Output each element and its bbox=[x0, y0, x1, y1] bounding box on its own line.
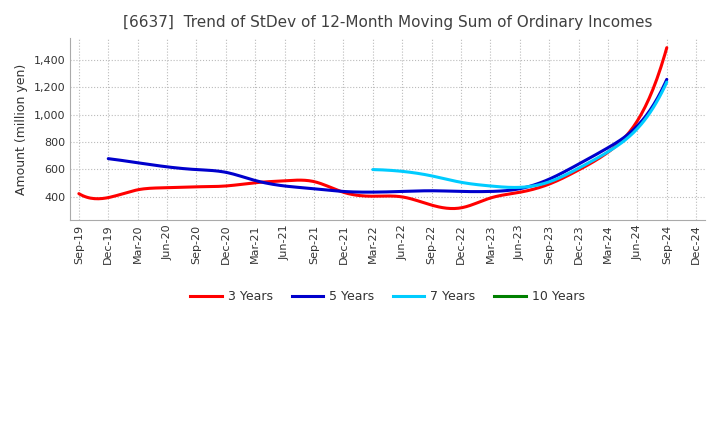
7 Years bbox=[636, 123, 644, 128]
7 Years bbox=[549, 178, 558, 183]
3 Years bbox=[425, 202, 433, 207]
7 Years bbox=[662, 80, 671, 85]
3 Years bbox=[75, 191, 84, 196]
7 Years bbox=[544, 180, 553, 185]
3 Years bbox=[76, 192, 85, 198]
Line: 5 Years: 5 Years bbox=[108, 79, 667, 192]
5 Years bbox=[612, 140, 621, 145]
3 Years bbox=[434, 204, 443, 209]
Line: 3 Years: 3 Years bbox=[79, 48, 667, 209]
5 Years bbox=[364, 190, 372, 195]
7 Years bbox=[617, 140, 626, 145]
Legend: 3 Years, 5 Years, 7 Years, 10 Years: 3 Years, 5 Years, 7 Years, 10 Years bbox=[185, 285, 590, 308]
7 Years bbox=[369, 167, 377, 172]
3 Years bbox=[609, 145, 618, 150]
5 Years bbox=[662, 77, 671, 82]
5 Years bbox=[104, 156, 112, 161]
3 Years bbox=[423, 201, 431, 206]
7 Years bbox=[369, 167, 378, 172]
5 Years bbox=[577, 160, 585, 165]
7 Years bbox=[544, 180, 552, 185]
Y-axis label: Amount (million yen): Amount (million yen) bbox=[15, 63, 28, 194]
5 Years bbox=[448, 189, 456, 194]
7 Years bbox=[510, 185, 518, 190]
3 Years bbox=[572, 169, 580, 174]
3 Years bbox=[448, 206, 456, 211]
Line: 7 Years: 7 Years bbox=[373, 82, 667, 187]
5 Years bbox=[436, 188, 445, 194]
5 Years bbox=[106, 156, 114, 161]
5 Years bbox=[438, 188, 447, 194]
3 Years bbox=[662, 45, 671, 50]
Title: [6637]  Trend of StDev of 12-Month Moving Sum of Ordinary Incomes: [6637] Trend of StDev of 12-Month Moving… bbox=[123, 15, 652, 30]
